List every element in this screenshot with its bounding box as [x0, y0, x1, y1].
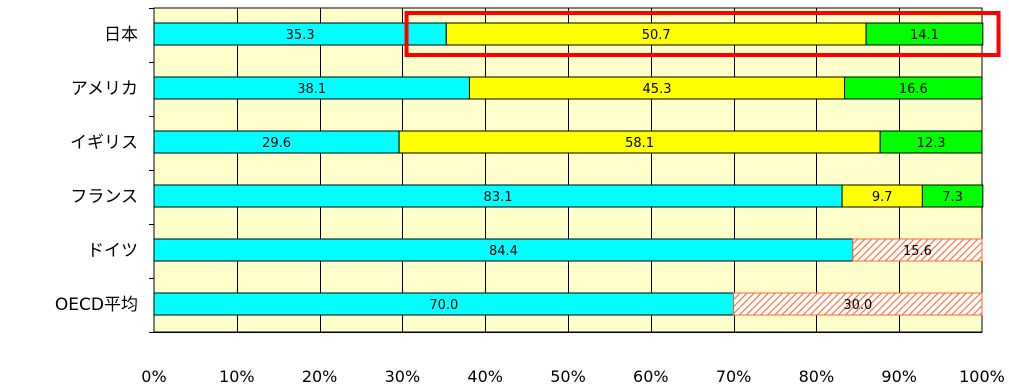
bar-segment	[844, 76, 983, 100]
bar-value-label: 58.1	[625, 136, 654, 151]
bar-segment	[865, 22, 984, 46]
x-tick-label: 60%	[633, 367, 669, 386]
bar-value-label: 29.6	[262, 136, 291, 151]
category-label: イギリス	[70, 133, 138, 153]
category-label: アメリカ	[71, 79, 138, 99]
bar-value-label: 16.6	[899, 82, 928, 97]
category-label: 日本	[104, 25, 138, 45]
bar-value-label: 30.0	[843, 298, 872, 313]
highlight-box	[404, 11, 1001, 57]
x-tick-label: 100%	[959, 367, 1005, 386]
bar-value-label: 14.1	[910, 28, 939, 43]
bar-value-label: 7.3	[942, 190, 963, 205]
bar-value-label: 38.1	[297, 82, 326, 97]
bar-value-label: 50.7	[642, 28, 671, 43]
bar-value-label: 84.4	[489, 244, 518, 259]
category-label: ドイツ	[87, 241, 138, 261]
x-tick-label: 90%	[881, 367, 917, 386]
x-tick-label: 10%	[219, 367, 255, 386]
x-tick-label: 40%	[467, 367, 503, 386]
bar-value-label: 70.0	[429, 298, 458, 313]
category-label: フランス	[70, 187, 138, 207]
bar-segment	[733, 292, 983, 316]
bar-value-label: 9.7	[872, 190, 893, 205]
x-tick-label: 50%	[550, 367, 586, 386]
x-tick-label: 80%	[799, 367, 835, 386]
x-tick-label: 30%	[385, 367, 421, 386]
category-label: OECD平均	[55, 295, 138, 315]
bar-segment	[921, 184, 984, 208]
x-tick-label: 70%	[716, 367, 752, 386]
x-tick-label: 0%	[141, 367, 166, 386]
x-tick-label: 20%	[302, 367, 338, 386]
bar-value-label: 35.3	[286, 28, 315, 43]
bar-segment	[852, 238, 983, 262]
bar-value-label: 12.3	[917, 136, 946, 151]
bar-value-label: 83.1	[484, 190, 513, 205]
bar-value-label: 15.6	[903, 244, 932, 259]
bar-segment	[879, 130, 983, 154]
bar-value-label: 45.3	[643, 82, 672, 97]
